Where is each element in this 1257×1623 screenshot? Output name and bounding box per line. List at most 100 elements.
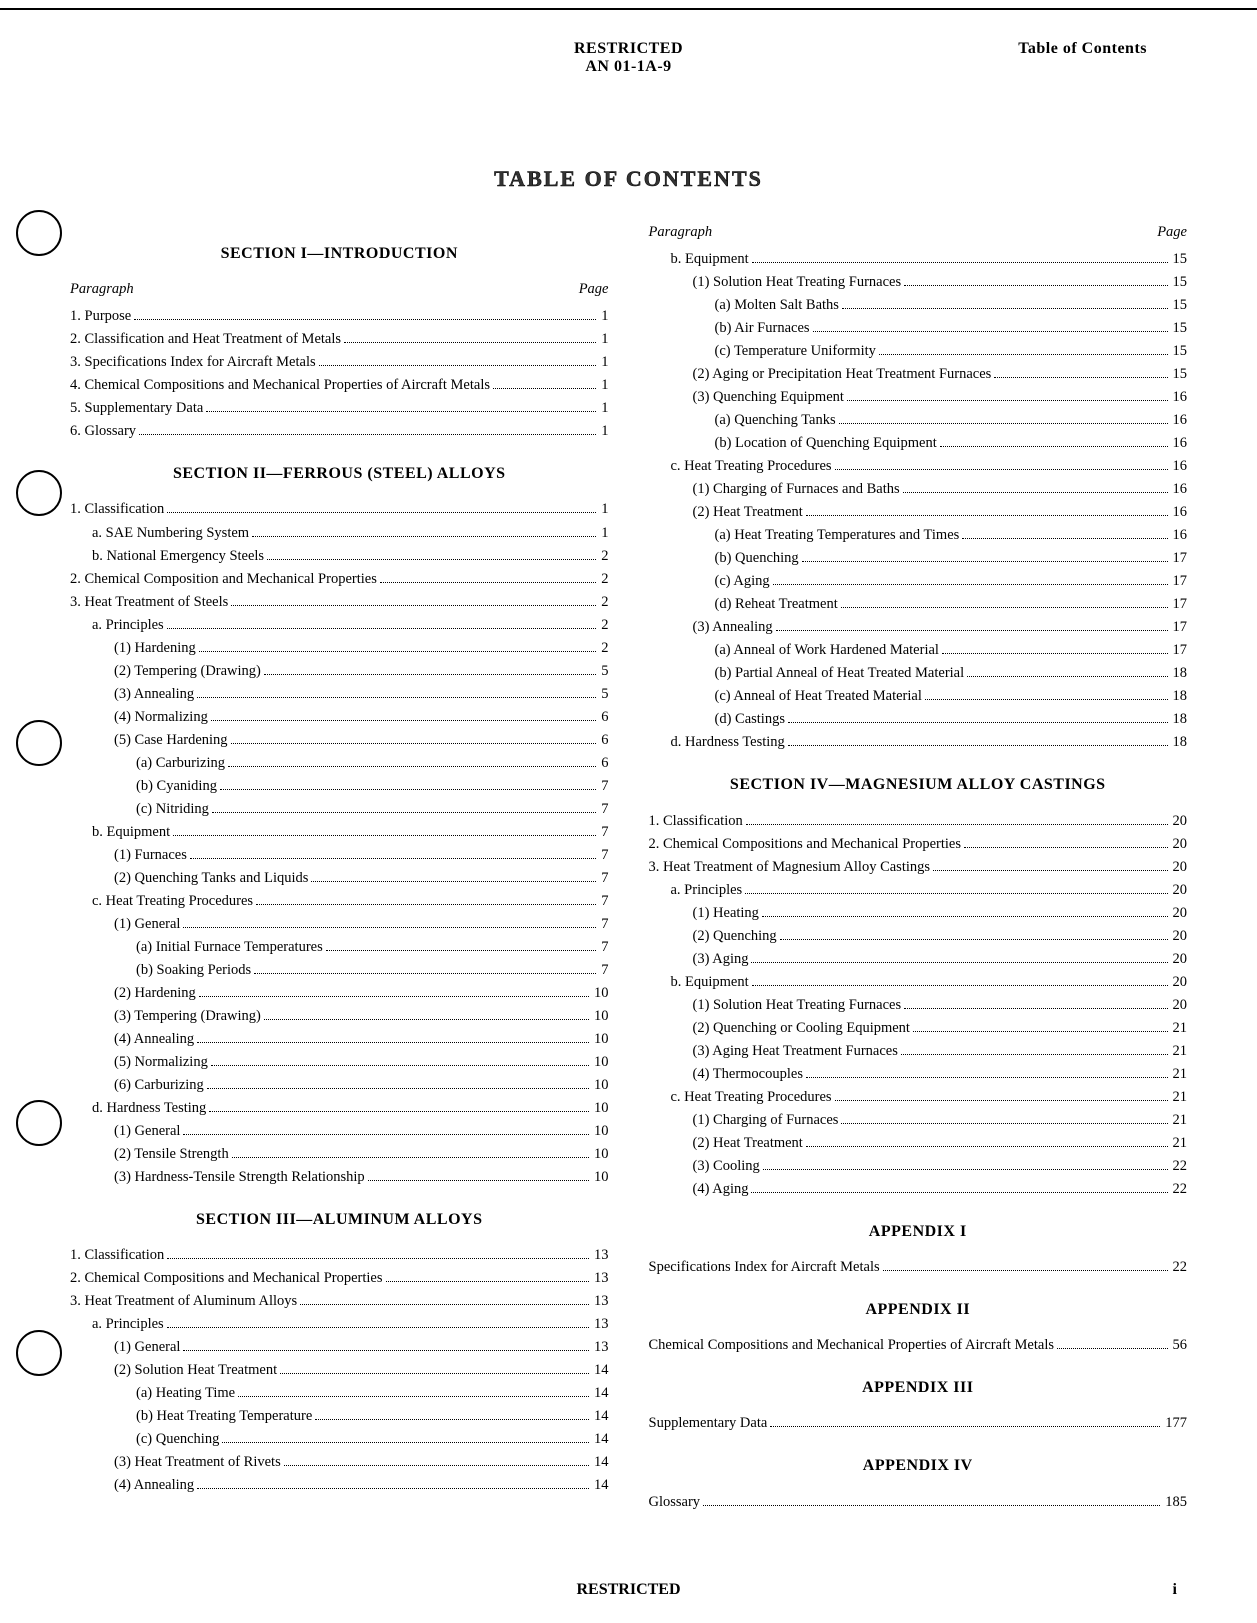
toc-label: (a) Anneal of Work Hardened Material xyxy=(715,640,939,661)
toc-page: 22 xyxy=(1171,1257,1188,1278)
footer-classification: RESTRICTED xyxy=(0,1581,1257,1599)
toc-page: 7 xyxy=(599,776,608,797)
toc-page: 7 xyxy=(599,960,608,981)
leader-dots xyxy=(231,605,596,606)
toc-entry: (b) Cyaniding7 xyxy=(70,776,609,797)
toc-entry: (a) Initial Furnace Temperatures7 xyxy=(70,937,609,958)
toc-page: 17 xyxy=(1171,617,1188,638)
toc-entry: (b) Location of Quenching Equipment16 xyxy=(649,433,1188,454)
toc-entry: (2) Quenching or Cooling Equipment21 xyxy=(649,1018,1188,1039)
leader-dots xyxy=(173,835,596,836)
leader-dots xyxy=(962,538,1167,539)
toc-label: (c) Anneal of Heat Treated Material xyxy=(715,686,922,707)
toc-entry: (4) Annealing14 xyxy=(70,1475,609,1496)
leader-dots xyxy=(264,674,596,675)
leader-dots xyxy=(190,858,596,859)
toc-entry: (2) Tensile Strength10 xyxy=(70,1144,609,1165)
toc-columns: SECTION I—INTRODUCTION Paragraph Page 1.… xyxy=(70,222,1187,1515)
toc-label: (4) Normalizing xyxy=(114,707,208,728)
leader-dots xyxy=(913,1031,1168,1032)
toc-label: (a) Carburizing xyxy=(136,753,225,774)
toc-page: 10 xyxy=(592,1006,609,1027)
leader-dots xyxy=(228,766,596,767)
toc-label: 3. Heat Treatment of Steels xyxy=(70,592,228,613)
toc-page: 2 xyxy=(599,546,608,567)
toc-entry: c. Heat Treating Procedures21 xyxy=(649,1087,1188,1108)
toc-entry: (b) Partial Anneal of Heat Treated Mater… xyxy=(649,663,1188,684)
toc-label: (1) Furnaces xyxy=(114,845,187,866)
toc-page: 15 xyxy=(1171,364,1188,385)
toc-page: 10 xyxy=(592,1144,609,1165)
toc-page: 15 xyxy=(1171,295,1188,316)
toc-label: (1) Solution Heat Treating Furnaces xyxy=(693,272,902,293)
leader-dots xyxy=(319,365,597,366)
header-right-title: Table of Contents xyxy=(947,40,1147,58)
section-items: b. Equipment15(1) Solution Heat Treating… xyxy=(649,249,1188,753)
toc-entry: d. Hardness Testing10 xyxy=(70,1098,609,1119)
toc-page: 1 xyxy=(599,352,608,373)
toc-page: 7 xyxy=(599,914,608,935)
leader-dots xyxy=(904,1008,1167,1009)
toc-label: c. Heat Treating Procedures xyxy=(671,456,832,477)
toc-page: 10 xyxy=(592,983,609,1004)
leader-dots xyxy=(311,881,596,882)
leader-dots xyxy=(835,469,1168,470)
leader-dots xyxy=(964,847,1168,848)
toc-label: Specifications Index for Aircraft Metals xyxy=(649,1257,880,1278)
toc-page: 22 xyxy=(1171,1156,1188,1177)
toc-page: 6 xyxy=(599,753,608,774)
toc-page: 1 xyxy=(599,499,608,520)
toc-entry: (1) Charging of Furnaces21 xyxy=(649,1110,1188,1131)
toc-label: (3) Aging xyxy=(693,949,749,970)
leader-dots xyxy=(209,1111,589,1112)
toc-page: 13 xyxy=(592,1291,609,1312)
toc-entry: b. Equipment15 xyxy=(649,249,1188,270)
toc-entry: (b) Quenching17 xyxy=(649,548,1188,569)
toc-page: 1 xyxy=(599,421,608,442)
toc-label: (a) Molten Salt Baths xyxy=(715,295,839,316)
toc-page: 13 xyxy=(592,1268,609,1289)
toc-page: 16 xyxy=(1171,502,1188,523)
toc-label: (a) Heating Time xyxy=(136,1383,235,1404)
leader-dots xyxy=(762,916,1168,917)
toc-page: 21 xyxy=(1171,1018,1188,1039)
leader-dots xyxy=(879,354,1168,355)
section-items: 1. Purpose12. Classification and Heat Tr… xyxy=(70,306,609,442)
toc-label: 3. Heat Treatment of Magnesium Alloy Cas… xyxy=(649,857,931,878)
toc-page: 1 xyxy=(599,306,608,327)
leader-dots xyxy=(344,342,596,343)
toc-entry: (c) Anneal of Heat Treated Material18 xyxy=(649,686,1188,707)
toc-label: (d) Castings xyxy=(715,709,785,730)
leader-dots xyxy=(746,824,1168,825)
section-items: Glossary185 xyxy=(649,1492,1188,1513)
toc-page: 15 xyxy=(1171,272,1188,293)
leader-dots xyxy=(167,1327,589,1328)
toc-entry: d. Hardness Testing18 xyxy=(649,732,1188,753)
toc-label: (3) Cooling xyxy=(693,1156,760,1177)
toc-entry: (3) Heat Treatment of Rivets14 xyxy=(70,1452,609,1473)
toc-page: 1 xyxy=(599,329,608,350)
toc-page: 14 xyxy=(592,1452,609,1473)
toc-page: 21 xyxy=(1171,1064,1188,1085)
toc-label: (c) Nitriding xyxy=(136,799,209,820)
toc-page: 2 xyxy=(599,592,608,613)
toc-page: 10 xyxy=(592,1029,609,1050)
leader-dots xyxy=(773,584,1168,585)
section-title: SECTION IV—MAGNESIUM ALLOY CASTINGS xyxy=(649,773,1188,796)
section-title: SECTION III—ALUMINUM ALLOYS xyxy=(70,1208,609,1231)
leader-dots xyxy=(197,1042,589,1043)
leader-dots xyxy=(967,676,1167,677)
toc-page: 7 xyxy=(599,799,608,820)
leader-dots xyxy=(839,423,1168,424)
appendix-title: APPENDIX I xyxy=(649,1220,1188,1243)
toc-entry: (d) Castings18 xyxy=(649,709,1188,730)
toc-entry: (b) Soaking Periods7 xyxy=(70,960,609,981)
leader-dots xyxy=(264,1019,589,1020)
toc-entry: (4) Normalizing6 xyxy=(70,707,609,728)
toc-page: 7 xyxy=(599,822,608,843)
section-items: 1. Classification202. Chemical Compositi… xyxy=(649,811,1188,1200)
toc-entry: (a) Quenching Tanks16 xyxy=(649,410,1188,431)
leader-dots xyxy=(788,745,1168,746)
toc-page: 15 xyxy=(1171,341,1188,362)
toc-entry: Supplementary Data177 xyxy=(649,1413,1188,1434)
